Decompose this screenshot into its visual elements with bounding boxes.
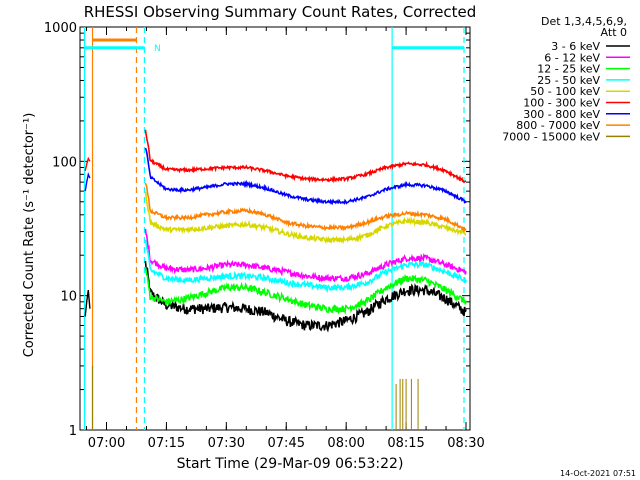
legend-label: 100 - 300 keV [523,97,600,110]
legend-label: 12 - 25 keV [537,63,600,76]
legend-label: 3 - 6 keV [551,40,600,53]
x-tick-label: 08:15 [387,436,424,451]
high-energy-spikes [91,365,419,430]
marker-lines [83,27,465,430]
plot-frame [79,26,471,431]
legend-header-line: Att 0 [601,26,627,39]
y-axis-label: Corrected Count Rate (s⁻¹ detector⁻¹) [22,113,37,358]
x-axis-ticks: 07:00 07:15 07:30 07:45 08:00 08:15 08:30 [86,27,485,451]
series-pre-segment [84,290,91,317]
series-line [144,266,467,315]
legend-label: 800 - 7000 keV [516,119,600,132]
y-tick-label: 1000 [44,21,77,36]
legend-label: 6 - 12 keV [544,51,600,64]
x-tick-label: 07:30 [208,436,245,451]
chart-title: RHESSI Observing Summary Count Rates, Co… [84,3,477,21]
series-line [144,228,467,283]
series-line [144,182,467,233]
series-pre-segment [84,172,91,192]
y-axis-ticks: 1 10 100 1000 [44,21,470,439]
series-line [144,129,466,184]
footer-date: 14-Oct-2021 07:51 [560,469,636,478]
x-tick-label: 07:45 [268,436,305,451]
series-line [144,147,467,206]
marker-bars [84,38,465,50]
x-tick-label: 07:15 [148,436,185,451]
x-tick-label: 07:00 [88,436,125,451]
y-tick-label: 10 [60,290,77,305]
y-tick-label: 100 [52,155,77,170]
series-line [144,261,467,333]
legend-header: Det 1,3,4,5,6,9,Att 0 [541,15,627,39]
series-pre-segment [84,156,91,171]
legend-label: 300 - 800 keV [523,108,600,121]
x-tick-label: 08:30 [447,436,484,451]
x-axis-label: Start Time (29-Mar-09 06:53:22) [177,456,404,472]
series-lines [84,129,467,333]
legend-label: 25 - 50 keV [537,74,600,87]
night-marker-label: N [154,44,161,54]
series-line [144,191,467,245]
legend-header-line: Det 1,3,4,5,6,9, [541,15,627,28]
legend-label: 7000 - 15000 keV [502,130,600,143]
legend-label: 50 - 100 keV [530,85,600,98]
x-tick-label: 08:00 [327,436,364,451]
y-tick-label: 1 [69,424,77,439]
series-line [144,239,467,294]
